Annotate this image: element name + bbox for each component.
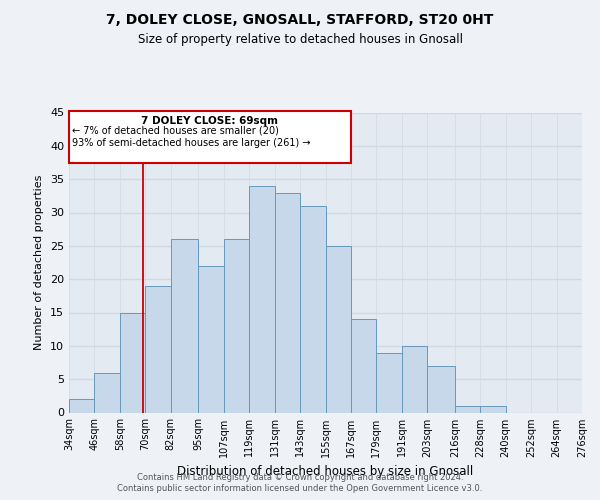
Bar (480, 406, 506, 412)
Bar (224, 239, 249, 412)
Bar (455, 406, 480, 412)
Bar (402, 346, 427, 412)
Bar (427, 366, 455, 412)
Text: Contains public sector information licensed under the Open Government Licence v3: Contains public sector information licen… (118, 484, 482, 493)
X-axis label: Distribution of detached houses by size in Gnosall: Distribution of detached houses by size … (178, 465, 473, 478)
Text: 93% of semi-detached houses are larger (261) →: 93% of semi-detached houses are larger (… (72, 138, 311, 148)
Text: Contains HM Land Registry data © Crown copyright and database right 2024.: Contains HM Land Registry data © Crown c… (137, 472, 463, 482)
Bar (275, 192, 300, 412)
Text: 7, DOLEY CLOSE, GNOSALL, STAFFORD, ST20 0HT: 7, DOLEY CLOSE, GNOSALL, STAFFORD, ST20 … (106, 12, 494, 26)
Bar (300, 206, 325, 412)
Text: 7 DOLEY CLOSE: 69sqm: 7 DOLEY CLOSE: 69sqm (142, 116, 278, 126)
Bar (376, 352, 402, 412)
Bar (145, 286, 171, 412)
Bar (199, 266, 224, 412)
Bar (69, 399, 94, 412)
Bar (325, 246, 351, 412)
Text: ← 7% of detached houses are smaller (20): ← 7% of detached houses are smaller (20) (72, 126, 279, 136)
Bar (351, 319, 376, 412)
Bar (120, 312, 145, 412)
Bar (94, 372, 120, 412)
Bar (171, 239, 199, 412)
Y-axis label: Number of detached properties: Number of detached properties (34, 175, 44, 350)
Text: Size of property relative to detached houses in Gnosall: Size of property relative to detached ho… (137, 32, 463, 46)
FancyBboxPatch shape (69, 111, 351, 162)
Bar (249, 186, 275, 412)
